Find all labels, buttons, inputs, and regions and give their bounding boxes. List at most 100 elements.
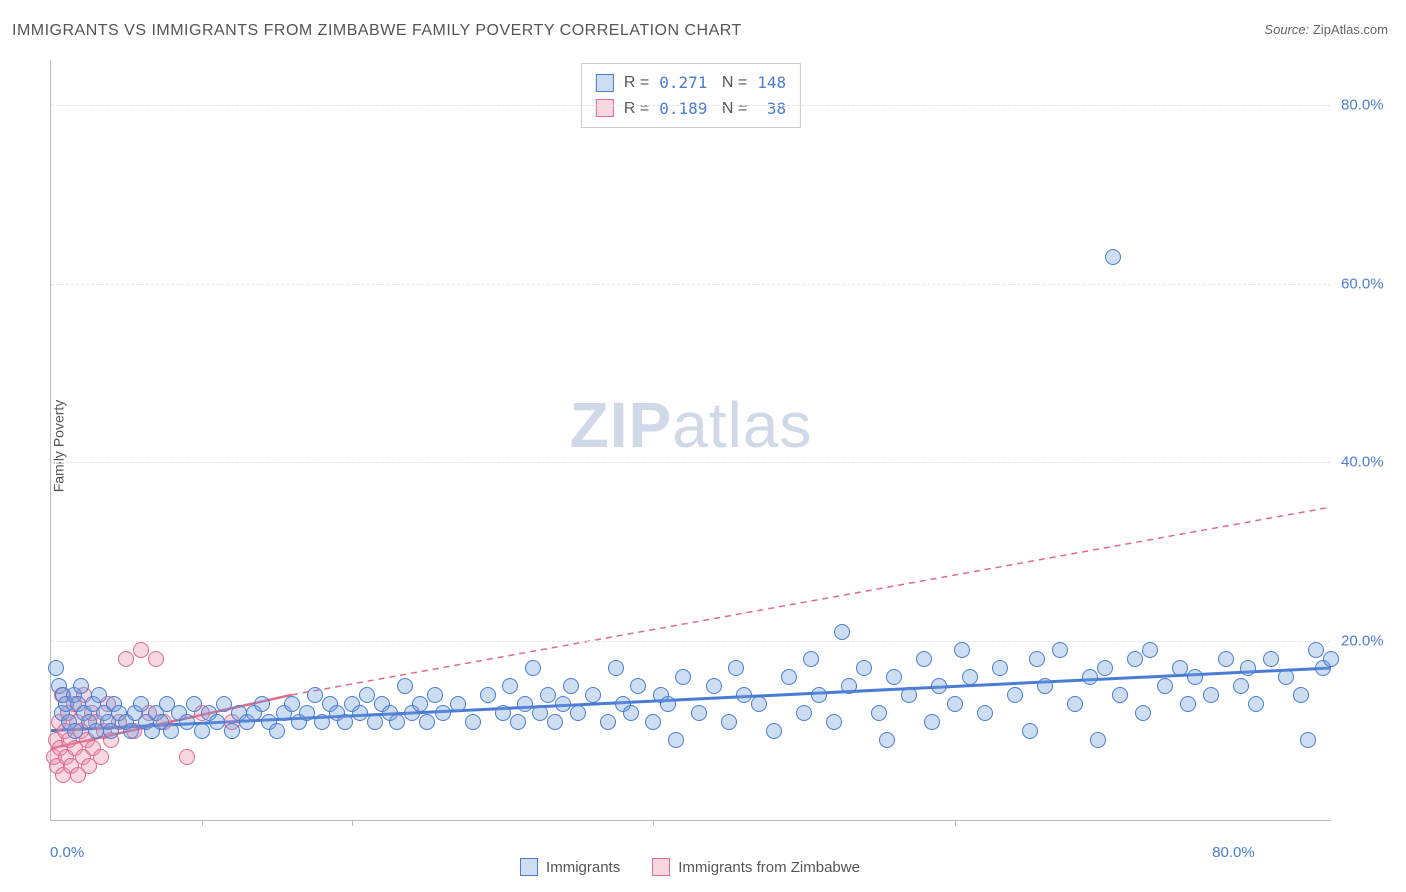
scatter-point (1172, 660, 1188, 676)
stats-row-zimbabwe: R = 0.189 N = 38 (596, 96, 786, 122)
swatch-zimbabwe (596, 99, 614, 117)
y-tick-label: 80.0% (1341, 96, 1401, 113)
x-tick (352, 820, 353, 826)
legend-label-zimbabwe: Immigrants from Zimbabwe (678, 859, 860, 876)
gridline (51, 105, 1331, 106)
scatter-point (314, 714, 330, 730)
scatter-point (435, 705, 451, 721)
scatter-point (73, 678, 89, 694)
scatter-point (1007, 687, 1023, 703)
scatter-point (1263, 651, 1279, 667)
legend-item-zimbabwe: Immigrants from Zimbabwe (652, 858, 860, 876)
scatter-point (1218, 651, 1234, 667)
scatter-point (186, 696, 202, 712)
scatter-point (992, 660, 1008, 676)
source-label: Source: (1264, 22, 1309, 37)
scatter-point (1278, 669, 1294, 685)
n-value-zimbabwe: 38 (757, 96, 786, 122)
scatter-point (299, 705, 315, 721)
scatter-point (645, 714, 661, 730)
scatter-point (510, 714, 526, 730)
gridline (51, 284, 1331, 285)
swatch-immigrants (596, 74, 614, 92)
scatter-point (1097, 660, 1113, 676)
n-value-immigrants: 148 (757, 70, 786, 96)
scatter-point (179, 714, 195, 730)
scatter-point (728, 660, 744, 676)
scatter-point (1142, 642, 1158, 658)
scatter-point (585, 687, 601, 703)
x-tick (202, 820, 203, 826)
scatter-point (977, 705, 993, 721)
scatter-point (1323, 651, 1339, 667)
scatter-point (412, 696, 428, 712)
scatter-point (547, 714, 563, 730)
scatter-point (148, 651, 164, 667)
scatter-point (811, 687, 827, 703)
scatter-point (1233, 678, 1249, 694)
scatter-point (962, 669, 978, 685)
scatter-point (419, 714, 435, 730)
scatter-point (947, 696, 963, 712)
scatter-point (1105, 249, 1121, 265)
scatter-point (1300, 732, 1316, 748)
scatter-point (1029, 651, 1045, 667)
plot-area: ZIPatlas R = 0.271 N = 148 R = 0.189 N =… (50, 60, 1331, 821)
scatter-point (284, 696, 300, 712)
scatter-point (871, 705, 887, 721)
scatter-point (570, 705, 586, 721)
r-value-zimbabwe: 0.189 (659, 96, 707, 122)
stats-row-immigrants: R = 0.271 N = 148 (596, 70, 786, 96)
x-tick-label: 80.0% (1212, 844, 1255, 861)
x-tick (653, 820, 654, 826)
scatter-point (796, 705, 812, 721)
scatter-point (1090, 732, 1106, 748)
scatter-point (179, 749, 195, 765)
scatter-point (803, 651, 819, 667)
scatter-point (103, 723, 119, 739)
scatter-point (540, 687, 556, 703)
scatter-point (826, 714, 842, 730)
y-tick-label: 20.0% (1341, 633, 1401, 650)
scatter-point (502, 678, 518, 694)
scatter-point (525, 660, 541, 676)
scatter-point (1293, 687, 1309, 703)
scatter-point (1308, 642, 1324, 658)
source-value: ZipAtlas.com (1313, 22, 1388, 37)
correlation-stats-box: R = 0.271 N = 148 R = 0.189 N = 38 (581, 63, 801, 128)
scatter-point (352, 705, 368, 721)
scatter-point (1240, 660, 1256, 676)
scatter-point (209, 714, 225, 730)
scatter-point (608, 660, 624, 676)
scatter-point (1187, 669, 1203, 685)
scatter-point (1248, 696, 1264, 712)
scatter-point (269, 723, 285, 739)
chart-title: IMMIGRANTS VS IMMIGRANTS FROM ZIMBABWE F… (12, 22, 742, 40)
scatter-point (307, 687, 323, 703)
scatter-point (931, 678, 947, 694)
scatter-point (216, 696, 232, 712)
y-tick-label: 40.0% (1341, 454, 1401, 471)
watermark: ZIPatlas (570, 388, 813, 462)
scatter-point (1135, 705, 1151, 721)
scatter-point (1022, 723, 1038, 739)
x-tick-label: 0.0% (50, 844, 84, 861)
scatter-point (1203, 687, 1219, 703)
scatter-point (954, 642, 970, 658)
scatter-point (359, 687, 375, 703)
scatter-point (834, 624, 850, 640)
scatter-point (630, 678, 646, 694)
scatter-point (91, 687, 107, 703)
scatter-point (751, 696, 767, 712)
scatter-point (736, 687, 752, 703)
scatter-point (675, 669, 691, 685)
legend-label-immigrants: Immigrants (546, 859, 620, 876)
legend-item-immigrants: Immigrants (520, 858, 620, 876)
scatter-point (1052, 642, 1068, 658)
scatter-point (133, 642, 149, 658)
scatter-point (600, 714, 616, 730)
source-attribution: Source: ZipAtlas.com (1264, 22, 1388, 37)
scatter-point (389, 714, 405, 730)
scatter-point (856, 660, 872, 676)
scatter-point (766, 723, 782, 739)
